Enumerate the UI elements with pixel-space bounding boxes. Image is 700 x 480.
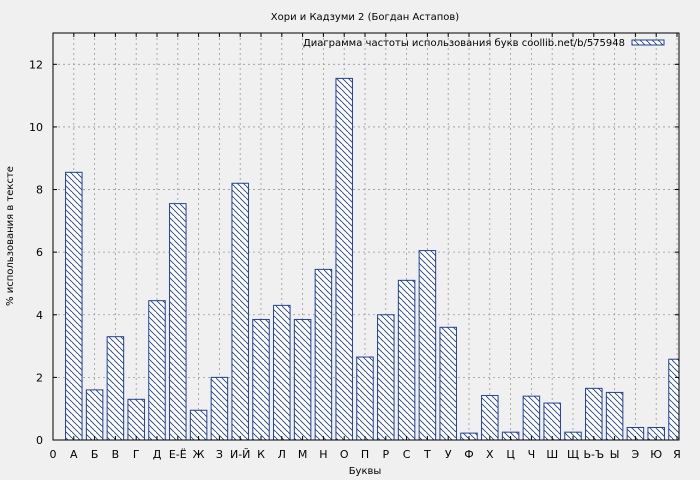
bar-Ы — [605, 391, 624, 441]
y-tick-label: 0 — [36, 434, 43, 447]
bar-Ж — [189, 409, 208, 441]
bar-Ш — [543, 402, 561, 441]
bar-К — [252, 318, 270, 441]
bar-Р — [377, 314, 395, 441]
bar-Г — [127, 398, 145, 441]
legend-label: Диаграмма частоты использования букв coo… — [303, 38, 625, 49]
x-tick-label: Ц — [506, 448, 515, 461]
bars — [65, 77, 680, 441]
bar-Х — [481, 395, 499, 441]
y-axis: 0 2 4 6 8 10 12 — [29, 58, 679, 447]
x-tick-label: Ф — [464, 448, 473, 461]
x-tick-label: З — [216, 448, 223, 461]
bar-С — [397, 279, 416, 441]
bar-А — [65, 171, 83, 441]
x-tick-label: Б — [91, 448, 99, 461]
x-tick-label: А — [70, 448, 78, 461]
x-tick-label: У — [445, 448, 452, 461]
x-tick-label: Д — [153, 448, 162, 461]
x-tick-label: Ж — [193, 448, 205, 461]
grid — [53, 33, 679, 440]
bar-Е-Ё — [169, 203, 187, 441]
x-tick-label: Ь-Ъ — [583, 448, 604, 461]
x-tick-label: О — [340, 448, 349, 461]
x-tick-label: М — [298, 448, 308, 461]
x-tick-label: Л — [278, 448, 286, 461]
bar-Н — [314, 268, 333, 441]
y-tick-label: 10 — [29, 121, 43, 134]
bar-Ч — [522, 395, 541, 441]
x-tick-label: Г — [133, 448, 140, 461]
bar-Д — [148, 300, 166, 441]
x-tick-label: Э — [632, 448, 640, 461]
x-axis: 0 А Б В Г Д Е-Ё Ж З И-Й К Л М Н О П Р С Т У Ф Х Ц Ч Ш Щ Ь-Ъ Ы Э Ю Я — [50, 33, 681, 461]
x-tick-label: Я — [673, 448, 681, 461]
x-tick-label: Щ — [567, 448, 579, 461]
plot-frame — [52, 32, 680, 441]
bar-П — [356, 356, 374, 441]
x-tick-label: Т — [423, 448, 431, 461]
bar-Л — [273, 304, 291, 441]
bar-У — [439, 326, 457, 441]
x-tick-label: С — [403, 448, 411, 461]
legend-swatch — [631, 39, 665, 46]
y-tick-label: 8 — [36, 184, 43, 197]
bar-Я — [668, 358, 680, 441]
x-tick-label: Е-Ё — [169, 448, 187, 461]
bar-В — [106, 336, 125, 441]
y-tick-label: 4 — [36, 309, 43, 322]
bar-М — [293, 318, 312, 441]
x-tick-label: Н — [319, 448, 327, 461]
legend: Диаграмма частоты использования букв coo… — [303, 38, 665, 49]
x-tick-label: В — [112, 448, 120, 461]
x-tick-label: Х — [486, 448, 494, 461]
bar-Ь-Ъ — [585, 387, 603, 441]
y-tick-label: 6 — [36, 246, 43, 259]
x-axis-label: Буквы — [349, 466, 382, 477]
x-tick-label: Ы — [610, 448, 620, 461]
y-tick-label: 2 — [36, 371, 43, 384]
x-tick-label: 0 — [50, 448, 57, 461]
chart-title: Хори и Кадзуми 2 (Богдан Астапов) — [271, 12, 460, 23]
x-tick-label: Ш — [546, 448, 558, 461]
bar-Б — [85, 389, 104, 441]
y-axis-label: % использования в тексте — [5, 166, 16, 306]
y-tick-label: 12 — [29, 58, 43, 71]
bar-И-Й — [231, 182, 249, 441]
x-tick-label: Ю — [650, 448, 662, 461]
x-tick-label: Р — [382, 448, 389, 461]
x-tick-label: П — [361, 448, 369, 461]
x-tick-label: И-Й — [230, 448, 250, 461]
bar-Т — [418, 250, 437, 441]
x-tick-label: Ч — [528, 448, 536, 461]
x-tick-label: К — [257, 448, 265, 461]
bar-О — [335, 77, 353, 441]
bar-З — [210, 376, 229, 441]
